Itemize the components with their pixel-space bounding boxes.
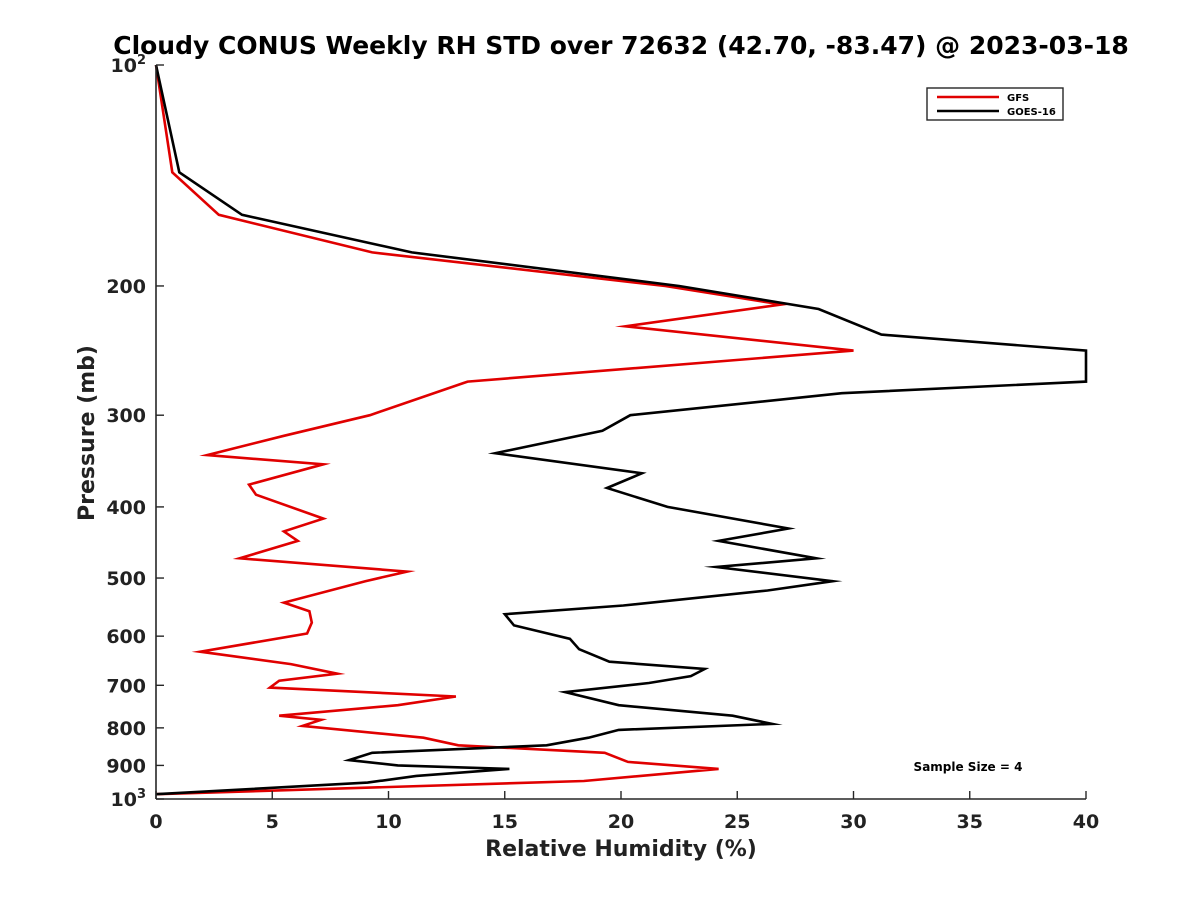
y-tick-label: 103 [111,787,147,811]
chart-title: Cloudy CONUS Weekly RH STD over 72632 (4… [113,31,1129,60]
legend: GFS GOES-16 [926,87,1064,121]
y-axis-label: Pressure (mb) [75,345,100,521]
y-tick-label: 300 [106,405,146,427]
ticks: 0 5 10 15 20 25 30 35 40 102 200 300 400 500 600 700 800… [106,53,1099,833]
y-tick-label: 200 [106,276,146,298]
series-line-gfs [154,64,854,796]
data-series [154,64,1088,796]
legend-box [926,87,1064,121]
x-tick-label: 20 [608,811,634,833]
y-tick-label: 700 [106,675,146,697]
x-tick-label: 10 [375,811,401,833]
x-tick-label: 25 [724,811,750,833]
legend-label: GOES-16 [1007,107,1056,118]
y-tick-label: 900 [106,755,146,777]
x-tick-label: 30 [840,811,866,833]
x-tick-label: 0 [149,811,162,833]
x-tick-label: 40 [1073,811,1099,833]
x-tick-label: 15 [492,811,518,833]
y-tick-label: 600 [106,626,146,648]
sample-size-annotation: Sample Size = 4 [914,760,1023,774]
y-tick-label: 102 [111,53,147,77]
y-tick-label: 400 [106,497,146,519]
legend-label: GFS [1007,93,1029,104]
y-tick-label: 800 [106,718,146,740]
x-axis-label: Relative Humidity (%) [485,837,757,862]
x-tick-label: 5 [266,811,279,833]
y-tick-label: 500 [106,568,146,590]
series-line-goes-16 [154,64,1088,796]
x-tick-label: 35 [957,811,983,833]
